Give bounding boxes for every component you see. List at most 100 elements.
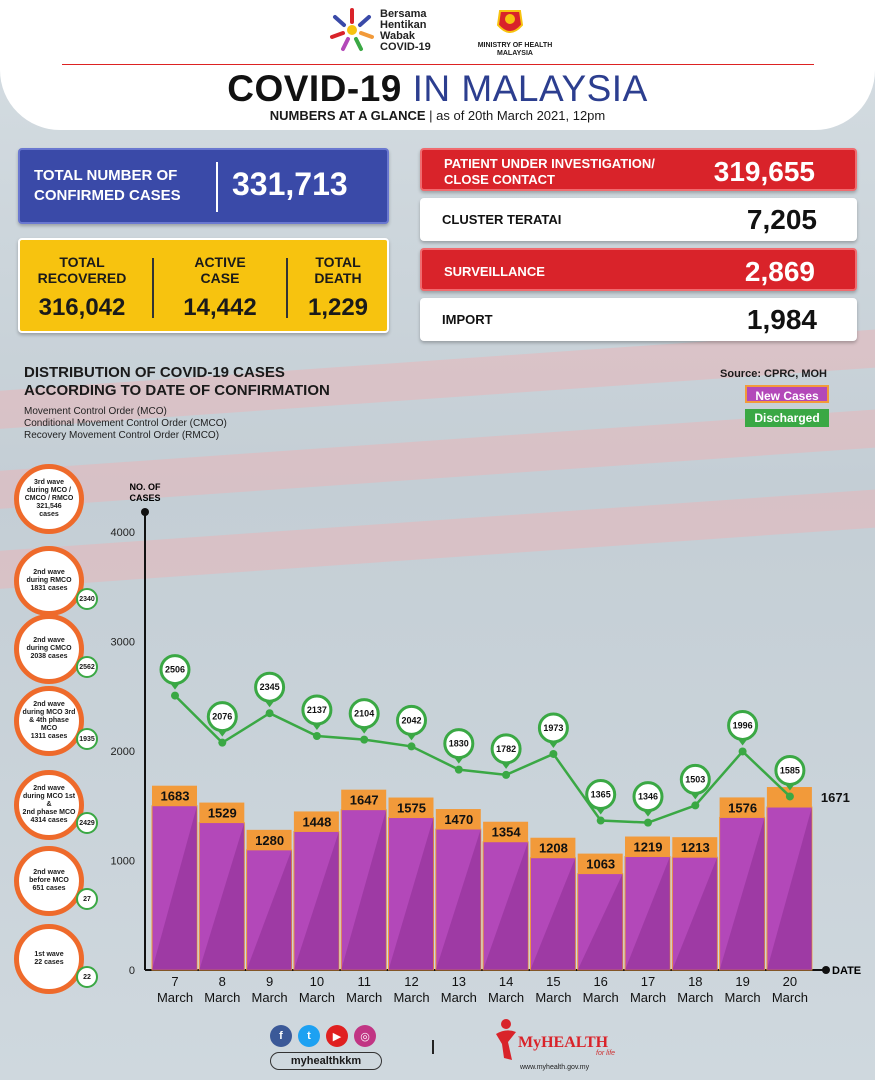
x-tick-label: 8 (219, 974, 226, 989)
surveillance-value: 2,869 (744, 256, 815, 287)
discharged-value-label: 2104 (354, 709, 374, 719)
discharged-pin (727, 709, 759, 741)
import-label: IMPORT (442, 312, 493, 327)
bar-shade (435, 829, 481, 970)
x-tick-label-month: March (204, 990, 240, 1005)
bar-shade (388, 817, 434, 970)
discharged-line (174, 694, 791, 824)
wave-circle: 2nd wave before MCO 651 cases (14, 846, 84, 916)
discharged-pin (396, 704, 427, 736)
x-tick-label-month: March (677, 990, 713, 1005)
x-tick-label-month: March (157, 990, 193, 1005)
divider (432, 1040, 434, 1054)
discharged-point (265, 709, 274, 718)
youtube-icon[interactable]: ▶ (326, 1025, 348, 1047)
x-tick-label: 14 (499, 974, 513, 989)
discharged-value-label: 2345 (260, 682, 280, 692)
wave-label: 2nd wave during CMCO 2038 cases (26, 637, 72, 660)
discharged-value-label: 2042 (401, 715, 421, 725)
x-tick-label-month: March (535, 990, 571, 1005)
discharged-value-label: 2076 (212, 712, 232, 722)
wave-label: 1st wave 22 cases (34, 951, 64, 966)
discharged-value-label: 1585 (780, 765, 800, 775)
discharged-value-label: 2137 (307, 705, 327, 715)
x-tick-label-month: March (488, 990, 524, 1005)
death-stat: TOTAL DEATH 1,229 (278, 254, 398, 322)
bar-value-label: 1671 (821, 790, 850, 805)
pui-box: PATIENT UNDER INVESTIGATION/CLOSE CONTAC… (420, 148, 857, 191)
wave-circle: 3rd wave during MCO / CMCO / RMCO 321,546 ca… (14, 464, 84, 534)
discharged-value-label: 1503 (685, 774, 705, 784)
campaign-text: Bersama Hentikan Wabak COVID-19 (380, 8, 431, 53)
section-title: DISTRIBUTION OF COVID-19 CASES ACCORDING… (24, 364, 330, 399)
confirmed-cases-box: TOTAL NUMBER OF CONFIRMED CASES 331,713 (18, 148, 389, 224)
divider (62, 64, 814, 65)
bar-value-label: 1280 (255, 833, 284, 848)
x-tick-label-month: March (441, 990, 477, 1005)
discharged-point (596, 816, 605, 825)
y-tick-label: 4000 (111, 527, 135, 539)
bar-shade (199, 822, 245, 970)
y-tick-label: 0 (129, 965, 135, 977)
bar-cap (625, 836, 670, 857)
social-icons: f t ▶ ◎ (270, 1025, 376, 1047)
x-tick-label-month: March (772, 990, 808, 1005)
bar-shade (293, 831, 339, 970)
bar-value-label: 1448 (302, 814, 331, 829)
discharged-pin (679, 763, 711, 795)
x-axis-end-dot (822, 966, 830, 974)
discharged-point (454, 765, 463, 774)
wave-discharged-badge: 2429 (76, 812, 98, 834)
wave-circle: 2nd wave during RMCO 1831 cases (14, 546, 84, 616)
discharged-pin (490, 733, 522, 765)
bar-shade (766, 807, 812, 970)
discharged-pin (774, 754, 806, 786)
section-notes: Movement Control Order (MCO) Conditional… (24, 406, 227, 441)
bar-cap (152, 785, 197, 806)
x-tick-label-month: March (252, 990, 288, 1005)
confirmed-label: TOTAL NUMBER OF CONFIRMED CASES (34, 167, 181, 204)
x-tick-label: 15 (546, 974, 560, 989)
legend-discharged: Discharged (745, 409, 829, 427)
x-tick-label-month: March (393, 990, 429, 1005)
discharged-value-label: 1830 (449, 739, 469, 749)
x-tick-label-month: March (346, 990, 382, 1005)
bar-cap (435, 809, 481, 830)
bar-shade (152, 805, 197, 970)
cluster-label: CLUSTER TERATAI (442, 212, 562, 227)
wave-circle: 2nd wave during MCO 3rd & 4th phase MCO 131… (14, 686, 84, 756)
instagram-icon[interactable]: ◎ (354, 1025, 376, 1047)
wave-label: 3rd wave during MCO / CMCO / RMCO 321,546 ca… (24, 479, 74, 518)
bar-value-label: 1208 (539, 841, 568, 856)
header: Bersama Hentikan Wabak COVID-19 MINISTRY… (0, 0, 875, 130)
bar-shade (719, 817, 765, 970)
social-handle: myhealthkkm (270, 1052, 382, 1070)
bar-shade (341, 809, 387, 970)
outcomes-box: TOTAL RECOVERED 316,042 ACTIVE CASE 14,442… (18, 238, 389, 333)
discharged-value-label: 1996 (733, 720, 753, 730)
y-axis-end-dot (141, 508, 149, 516)
x-tick-label-month: March (299, 990, 335, 1005)
discharged-value-label: 1973 (543, 723, 563, 733)
discharged-pin (348, 698, 380, 730)
myhealth-figure-icon (496, 1019, 516, 1060)
active-value: 14,442 (183, 294, 257, 321)
bar-shade (625, 856, 670, 970)
bar-cap (577, 853, 623, 874)
x-tick-label: 16 (593, 974, 607, 989)
discharged-pin (206, 701, 238, 733)
bar-cap (530, 837, 576, 858)
facebook-icon[interactable]: f (270, 1025, 292, 1047)
twitter-icon[interactable]: t (298, 1025, 320, 1047)
bar-shade (530, 857, 576, 970)
discharged-point (644, 818, 652, 827)
discharged-point (218, 738, 227, 747)
discharged-value-label: 1346 (638, 792, 658, 802)
surveillance-label: SURVEILLANCE (444, 264, 545, 279)
bar-value-label: 1470 (444, 812, 473, 827)
wave-circle: 2nd wave during MCO 1st & 2nd phase MCO 431… (14, 770, 84, 840)
y-tick-label: 2000 (111, 746, 135, 758)
bar-value-label: 1213 (681, 840, 710, 855)
discharged-point (312, 731, 321, 740)
